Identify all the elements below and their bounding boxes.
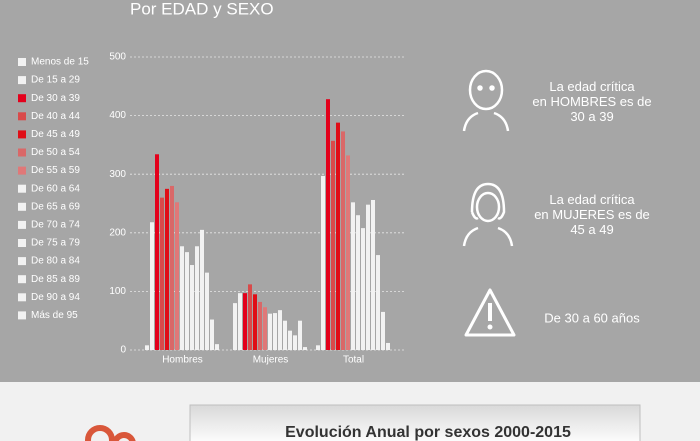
- female-icon: [462, 182, 514, 247]
- bar: [248, 284, 252, 350]
- x-tick-label: Mujeres: [253, 355, 289, 366]
- y-tick-label: 400: [109, 110, 126, 121]
- logo: [85, 425, 136, 441]
- note: La edad crítica en HOMBRES es de 30 a 39: [532, 79, 651, 124]
- bar: [386, 342, 390, 350]
- bar: [238, 293, 242, 350]
- legend-label: De 55 a 59: [31, 165, 80, 176]
- legend-swatch: [18, 257, 26, 266]
- bar: [170, 185, 174, 350]
- warning-icon: [464, 288, 516, 337]
- legend-swatch: [18, 130, 26, 139]
- bar: [371, 199, 375, 350]
- bar: [253, 294, 257, 350]
- bar: [175, 202, 179, 350]
- legend-label: De 80 a 84: [31, 256, 80, 267]
- bar: [243, 293, 247, 350]
- legend-swatch: [18, 184, 26, 193]
- section-title: Evolución Anual por sexos 2000-2015: [285, 424, 571, 441]
- bar: [233, 303, 237, 350]
- legend-label: De 85 a 89: [31, 274, 80, 285]
- bar: [293, 335, 297, 350]
- bar: [195, 246, 199, 350]
- bar: [215, 344, 219, 350]
- bar: [268, 313, 272, 350]
- bar: [381, 311, 385, 350]
- bar: [160, 197, 164, 350]
- legend-label: De 60 a 64: [31, 183, 80, 194]
- bar: [190, 265, 194, 350]
- bar: [200, 229, 204, 350]
- bar: [283, 320, 287, 350]
- legend-swatch: [18, 220, 26, 229]
- y-tick-label: 500: [109, 52, 126, 63]
- bar: [341, 131, 345, 350]
- bar: [205, 272, 209, 350]
- legend-label: De 30 a 39: [31, 93, 80, 104]
- bar: [185, 252, 189, 350]
- bar: [258, 301, 262, 350]
- legend-swatch: [18, 76, 26, 85]
- bar: [321, 175, 325, 350]
- legend-swatch: [18, 202, 26, 211]
- legend-swatch: [18, 293, 26, 302]
- bar: [366, 204, 370, 350]
- legend-label: De 70 a 74: [31, 220, 80, 231]
- bar: [346, 155, 350, 350]
- legend-label: Más de 95: [31, 310, 78, 321]
- bar: [180, 246, 184, 350]
- bar: [155, 154, 159, 350]
- y-tick-label: 300: [109, 169, 126, 180]
- y-tick-label: 0: [120, 345, 126, 356]
- legend-label: De 50 a 54: [31, 147, 80, 158]
- legend-label: De 65 a 69: [31, 201, 80, 212]
- bar: [150, 222, 154, 350]
- bar: [273, 313, 277, 350]
- bar: [326, 99, 330, 350]
- legend-label: De 90 a 94: [31, 292, 80, 303]
- legend-swatch: [18, 166, 26, 175]
- legend-label: De 45 a 49: [31, 129, 80, 140]
- legend-label: De 40 a 44: [31, 111, 80, 122]
- legend-swatch: [18, 239, 26, 247]
- legend-swatch: [18, 148, 26, 157]
- bar: [298, 320, 302, 350]
- legend-swatch: [18, 275, 26, 284]
- bar: [165, 188, 169, 350]
- legend-swatch: [18, 58, 26, 66]
- bar: [336, 122, 340, 350]
- legend-swatch: [18, 311, 26, 320]
- bar: [361, 228, 365, 350]
- note: La edad crítica en MUJERES es de 45 a 49: [534, 192, 650, 237]
- bar: [278, 310, 282, 350]
- bar: [331, 140, 335, 350]
- chart-title: Por EDAD y SEXO: [130, 0, 274, 18]
- x-tick-label: Total: [343, 355, 364, 366]
- y-tick-label: 200: [109, 227, 126, 238]
- legend-label: De 75 a 79: [31, 238, 80, 249]
- note: De 30 a 60 años: [544, 310, 640, 325]
- bar: [316, 345, 320, 350]
- bar: [210, 319, 214, 350]
- bar: [351, 202, 355, 350]
- x-tick-label: Hombres: [162, 355, 203, 366]
- bar: [356, 215, 360, 350]
- bar: [263, 307, 267, 350]
- section-header: [189, 404, 641, 441]
- bar: [288, 330, 292, 350]
- y-tick-label: 100: [109, 286, 126, 297]
- male-icon: [462, 69, 510, 132]
- legend-label: Menos de 15: [31, 57, 89, 68]
- legend-swatch: [18, 94, 26, 103]
- bar: [145, 345, 149, 350]
- legend-label: De 15 a 29: [31, 75, 80, 86]
- bar: [303, 347, 307, 350]
- bar: [376, 255, 380, 350]
- legend-swatch: [18, 112, 26, 121]
